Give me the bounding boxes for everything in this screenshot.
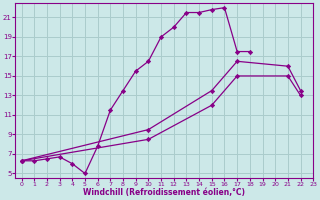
X-axis label: Windchill (Refroidissement éolien,°C): Windchill (Refroidissement éolien,°C) <box>83 188 245 197</box>
